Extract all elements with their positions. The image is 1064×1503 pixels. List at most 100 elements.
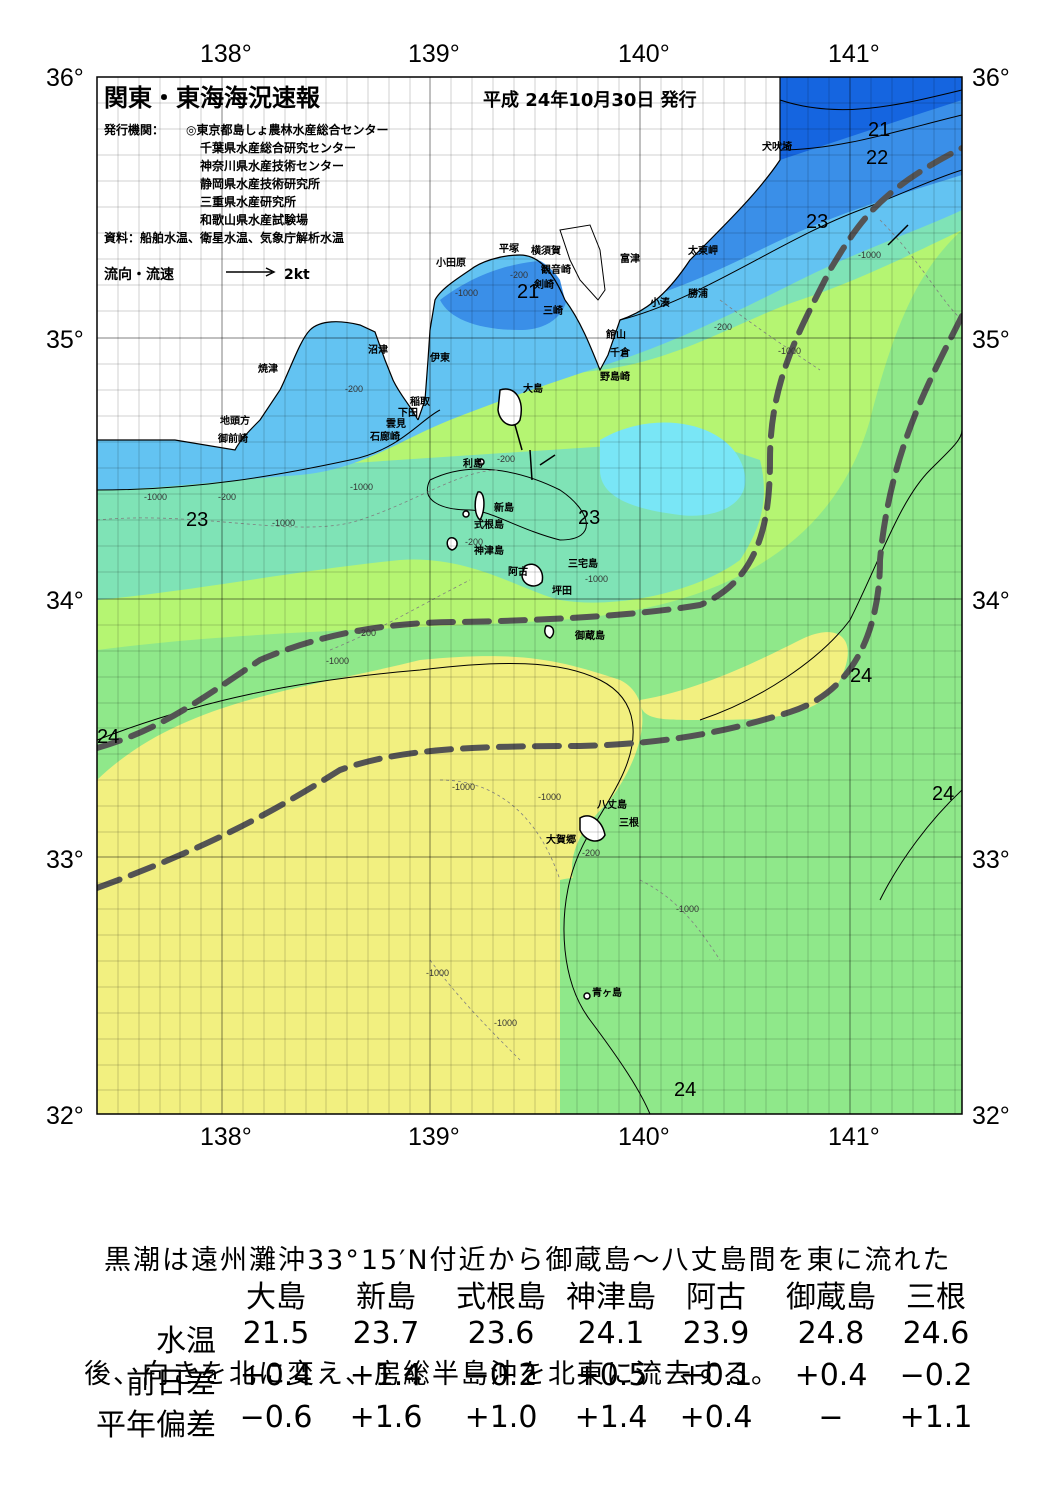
issue-date: 平成 24年10月30日 発行 [483,89,697,111]
kuroshio-axis-inner [97,145,962,751]
place-name: 下田 [398,407,418,419]
island-toshima [477,458,485,466]
place-name: 八丈島 [596,798,627,811]
sea-temperature-map: 138° 139° 140° 141° 138° 139° 140° 141° … [46,40,1010,1151]
depth-contour-1000-b [329,579,471,651]
lat-label-left: 36° [46,64,84,92]
place-name: 利島 [463,457,483,470]
isotherm-22 [779,114,962,151]
isotherms [97,89,962,1114]
coastline-suruga [97,321,419,451]
depth-label: -1000 [778,346,801,356]
place-name: 坪田 [552,584,572,597]
current-arrow-3 [539,454,556,466]
lat-label-right: 32° [972,1102,1010,1130]
table-column-header: 三根 [906,1280,966,1315]
table-cell: +1.1 [899,1400,973,1435]
place-name: 平塚 [499,242,519,255]
place-name: 観音崎 [541,263,571,276]
zone-teal-south [97,440,764,603]
island-shikinejima [462,510,470,518]
minor-grid [97,77,962,1114]
depth-label: -200 [510,270,528,280]
place-name: 阿古 [508,565,528,578]
place-name: 石廊崎 [369,430,400,443]
table-row-label: 前日差 [126,1366,216,1401]
flow-legend-scale: 2kt [284,267,310,283]
summary-line: 後、向きを北に変え、房総半島沖を北東に流去する。 [84,1359,780,1390]
place-name: 千倉 [610,346,631,359]
isotherm-label: 23 [806,211,828,233]
lat-label-right: 35° [972,326,1010,354]
lat-label-left: 34° [46,587,84,615]
depth-contour-1000-e [639,879,721,961]
flow-legend-arrowhead-icon [265,267,276,277]
place-name: 小湊 [649,296,671,309]
lon-label-top: 138° [200,40,252,68]
place-name: 沼津 [368,343,388,356]
table-cell: 23.9 [682,1316,750,1351]
depth-contour-1000-f [879,219,962,321]
lon-label-bottom: 139° [408,1123,460,1151]
place-name: 雲見 [386,418,406,430]
map-frame [96,76,963,1115]
place-name: 新島 [494,501,514,514]
lon-label-bottom: 140° [618,1123,670,1151]
isotherm-labels: 21 22 23 21 23 23 24 24 24 24 [97,119,954,1101]
place-name: 勝浦 [688,287,708,300]
place-name: 三崎 [543,304,563,317]
lon-label-bottom: 138° [200,1123,252,1151]
depth-contour-1000-c [439,779,561,881]
table-cell: +0.5 [574,1358,648,1393]
isotherm-24-east [699,429,962,721]
isotherm-label: 24 [97,726,119,748]
depth-label: -200 [465,537,483,547]
axis-labels: 138° 139° 140° 141° 138° 139° 140° 141° … [46,40,1010,1151]
depth-label: -1000 [538,792,561,802]
island-aogashima [583,992,591,1000]
land-miura [559,224,606,301]
zone-green-south [560,878,650,1114]
table-column-header: 神津島 [566,1280,656,1315]
depth-label: -1000 [452,782,475,792]
islands [446,388,606,1000]
depth-label: -200 [218,492,236,502]
current-arrow-4 [887,224,909,246]
summary-line: 黒潮は遠州灘沖33°15′N付近から御蔵島～八丈島間を東に流れた [104,1245,952,1276]
depth-label: -1000 [272,518,295,528]
island-hachijojima [579,815,606,842]
map-header: 関東・東海海況速報 平成 24年10月30日 発行 発行機関： ◎東京都島しょ農… [103,84,697,283]
table-cell: +1.6 [349,1400,423,1435]
isotherm-label: 22 [866,147,888,169]
isotherm-24-southeast [879,789,962,901]
place-name: 大賀郷 [546,833,576,846]
isotherm-23-west [97,409,441,491]
lat-label-right: 34° [972,587,1010,615]
place-name: 横須賀 [531,244,561,257]
table-cell: +0.4 [679,1400,753,1435]
isotherm-24-west [97,662,651,1114]
data-source: 資料：船舶水温、衛星水温、気象庁解析水温 [104,230,344,245]
isotherm-21 [779,89,962,111]
depth-contour-200-a [719,299,821,371]
depth-label: -200 [345,384,363,394]
issuer-label: 発行機関： [103,122,164,137]
coastline-sagami [417,254,566,421]
isotherm-label: 21 [868,119,890,141]
current-arrow-1 [514,424,523,451]
depth-labels: -1000 -200 -200 -200 -1000 -200 -1000 -2… [144,250,881,1028]
place-name: 犬吠埼 [762,140,792,153]
issuer-item: 静岡県水産技術研究所 [200,176,320,191]
summary-text: 黒潮は遠州灘沖33°15′N付近から御蔵島～八丈島間を東に流れた 後、向きを北に… [84,1166,1014,1432]
island-niijima [474,491,485,522]
place-name: 小田原 [435,256,466,269]
depth-contour-1000-d [429,959,521,1061]
table-cell: +0.4 [794,1358,868,1393]
depth-label: -1000 [326,656,349,666]
table-cell: 23.7 [352,1316,420,1351]
lon-label-top: 140° [618,40,670,68]
place-name: 野島崎 [600,370,630,383]
zone-yellow-west [97,656,643,1114]
depth-label: -1000 [676,904,699,914]
place-name: 館山 [605,328,626,341]
